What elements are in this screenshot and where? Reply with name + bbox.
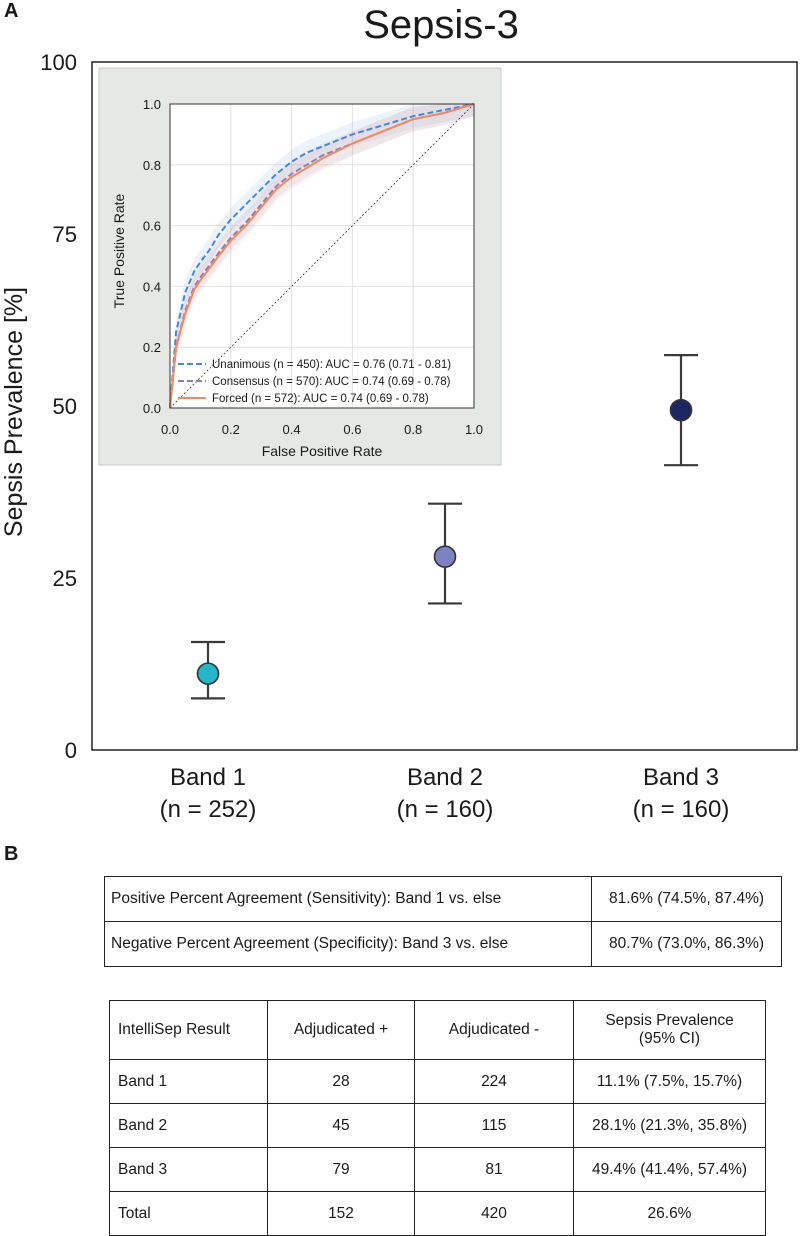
cell-result: Band 3 (109, 1147, 268, 1192)
data-point (196, 662, 220, 685)
roc-curve (169, 103, 475, 409)
table-row: Positive Percent Agreement (Sensitivity)… (104, 876, 782, 922)
cell-positive: 28 (267, 1059, 415, 1104)
table-header-row: IntelliSep Result Adjudicated + Adjudica… (109, 1000, 766, 1060)
roc-inset: 0.0 0.2 0.4 0.6 0.8 1.0 0.0 0.2 0.4 0.6 0.8 1.0 Fal… (98, 67, 502, 466)
x-category-label: Band 2 (407, 764, 483, 791)
inset-y-tick-label: 0.6 (143, 219, 161, 234)
legend-label: Forced (n = 572): AUC = 0.74 (0.69 - 0.7… (212, 393, 429, 405)
inset-x-tick-label: 0.0 (161, 422, 179, 437)
y-tick-label: 0 (65, 738, 77, 763)
x-category-label: Band 1 (170, 764, 246, 791)
table-row: Band 3 79 81 49.4% (41.4%, 57.4%) (109, 1147, 766, 1192)
data-point (669, 398, 693, 422)
y-tick-label: 50 (53, 394, 77, 419)
header-result: IntelliSep Result (109, 1000, 268, 1060)
plot-frame (91, 61, 798, 751)
header-prevalence-line1: Sepsis Prevalence (605, 1012, 734, 1029)
ci-band (170, 104, 474, 408)
agreement-table: Positive Percent Agreement (Sensitivity)… (104, 876, 782, 967)
results-table: IntelliSep Result Adjudicated + Adjudica… (109, 1000, 766, 1236)
table-row: Negative Percent Agreement (Specificity)… (104, 921, 782, 967)
inset-x-label: False Positive Rate (262, 443, 383, 459)
header-prevalence-line2: (95% CI) (638, 1030, 701, 1047)
agreement-value: 81.6% (74.5%, 87.4%) (591, 876, 782, 922)
x-category-label: Band 3 (643, 764, 719, 791)
roc-curve (169, 103, 475, 409)
inset-y-tick-label: 0.4 (143, 279, 161, 294)
cell-result: Band 1 (109, 1059, 268, 1104)
inset-x-tick-label: 0.8 (404, 422, 422, 437)
cell-prevalence: 11.1% (7.5%, 15.7%) (573, 1059, 766, 1104)
data-point (433, 545, 457, 568)
inset-x-tick-label: 0.6 (343, 422, 361, 437)
inset-x-tick-label: 0.4 (283, 422, 301, 437)
cell-negative: 81 (414, 1147, 574, 1192)
cell-negative: 420 (414, 1191, 574, 1236)
x-category-count: (n = 160) (633, 796, 730, 823)
cell-positive: 79 (267, 1147, 415, 1192)
header-adjudicated-positive: Adjudicated + (267, 1000, 415, 1060)
prevalence-chart: Sepsis-3 Sepsis Prevalence [%] 0 25 50 75 10… (0, 3, 798, 823)
y-axis-label: Sepsis Prevalence [%] (0, 287, 28, 537)
inset-y-tick-label: 0.2 (143, 340, 161, 355)
cell-positive: 152 (267, 1191, 415, 1236)
header-prevalence: Sepsis Prevalence (95% CI) (573, 1000, 766, 1060)
table-row: Band 1 28 224 11.1% (7.5%, 15.7%) (109, 1059, 766, 1104)
cell-negative: 224 (414, 1059, 574, 1104)
cell-prevalence: 26.6% (573, 1191, 766, 1236)
agreement-label: Positive Percent Agreement (Sensitivity)… (104, 876, 592, 922)
cell-result: Band 2 (109, 1103, 268, 1148)
inset-x-tick-label: 1.0 (465, 422, 483, 437)
table-row: Total 152 420 26.6% (109, 1191, 766, 1236)
cell-prevalence: 49.4% (41.4%, 57.4%) (573, 1147, 766, 1192)
agreement-value: 80.7% (73.0%, 86.3%) (591, 921, 782, 967)
panel-label-b: B (4, 843, 19, 865)
inset-y-tick-label: 1.0 (143, 97, 161, 112)
ci-band (170, 104, 474, 408)
inset-y-tick-label: 0.0 (143, 401, 161, 416)
y-tick-label: 25 (53, 566, 77, 591)
header-adjudicated-negative: Adjudicated - (414, 1000, 574, 1060)
x-category-count: (n = 160) (397, 796, 494, 823)
y-tick-label: 100 (40, 50, 77, 75)
y-tick-label: 75 (53, 222, 77, 247)
cell-negative: 115 (414, 1103, 574, 1148)
cell-prevalence: 28.1% (21.3%, 35.8%) (573, 1103, 766, 1148)
inset-frame (169, 103, 475, 409)
inset-y-tick-label: 0.8 (143, 158, 161, 173)
x-category-count: (n = 252) (160, 796, 257, 823)
inset-y-label: True Positive Rate (111, 193, 127, 308)
cell-result: Total (109, 1191, 268, 1236)
legend-label: Unanimous (n = 450): AUC = 0.76 (0.71 - … (212, 359, 451, 371)
cell-positive: 45 (267, 1103, 415, 1148)
table-row: Band 2 45 115 28.1% (21.3%, 35.8%) (109, 1103, 766, 1148)
agreement-label: Negative Percent Agreement (Specificity)… (104, 921, 592, 967)
panel-label-a: A (4, 0, 19, 22)
legend-label: Consensus (n = 570): AUC = 0.74 (0.69 - … (212, 376, 451, 388)
inset-x-tick-label: 0.2 (222, 422, 240, 437)
chart-title: Sepsis-3 (363, 3, 519, 47)
